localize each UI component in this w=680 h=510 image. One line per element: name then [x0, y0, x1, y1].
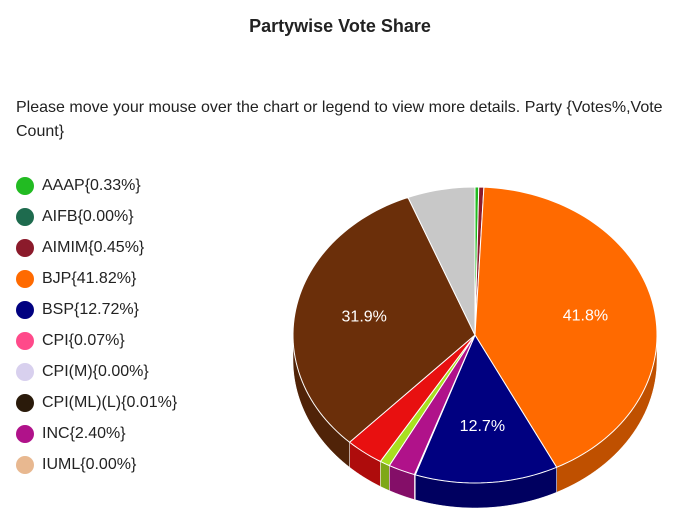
legend-label: CPI(ML)(L)	[42, 393, 122, 411]
legend-value: {0.45%}	[88, 238, 145, 256]
legend-item[interactable]: CPI {0.07%}	[16, 325, 177, 356]
legend-label: CPI	[42, 331, 69, 349]
instructions: Please move your mouse over the chart or…	[16, 99, 663, 140]
legend-item[interactable]: AIFB {0.00%}	[16, 201, 177, 232]
legend-value: {0.01%}	[121, 393, 178, 411]
legend-swatch	[16, 269, 34, 288]
slice-side	[380, 461, 390, 491]
legend-label: IUML	[42, 455, 81, 473]
pie-slice[interactable]	[292, 196, 476, 443]
legend-item[interactable]: INC {2.40%}	[16, 418, 177, 449]
legend-value: {0.07%}	[68, 331, 125, 349]
legend-item[interactable]: BSP {12.72%}	[16, 294, 177, 325]
legend-value: {0.00%}	[77, 207, 134, 225]
legend-item[interactable]: CPI(M) {0.00%}	[16, 356, 177, 387]
legend-label: AAAP	[42, 176, 85, 194]
legend-label: INC	[42, 424, 70, 442]
legend-swatch	[16, 238, 34, 257]
legend-label: BJP	[42, 269, 72, 287]
legend-swatch	[16, 300, 34, 319]
legend-item[interactable]: AAAP {0.33%}	[16, 170, 177, 201]
legend-item[interactable]: IUML {0.00%}	[16, 449, 177, 480]
legend-item[interactable]: CPI(ML)(L) {0.01%}	[16, 387, 177, 418]
legend-value: {41.82%}	[71, 269, 137, 287]
legend-swatch	[16, 424, 34, 443]
legend: AAAP {0.33%} AIFB {0.00%} AIMIM {0.45%} BJP {41…	[16, 170, 177, 480]
legend-swatch	[16, 176, 34, 195]
slice-label: 41.8%	[563, 307, 608, 324]
legend-value: {0.00%}	[80, 455, 137, 473]
legend-label: CPI(M)	[42, 362, 93, 380]
legend-item[interactable]: BJP {41.82%}	[16, 263, 177, 294]
legend-value: {12.72%}	[74, 300, 139, 318]
pie-slice[interactable]	[474, 186, 658, 468]
legend-item[interactable]: AIMIM {0.45%}	[16, 232, 177, 263]
pie-slice[interactable]	[414, 333, 558, 484]
pie-slice[interactable]	[407, 186, 476, 336]
chart-title: Partywise Vote Share	[249, 16, 431, 36]
legend-swatch	[16, 393, 34, 412]
legend-swatch	[16, 331, 34, 350]
legend-value: {0.33%}	[84, 176, 141, 194]
pie-slice[interactable]	[348, 334, 476, 463]
legend-swatch	[16, 362, 34, 381]
legend-value: {2.40%}	[69, 424, 126, 442]
legend-swatch	[16, 207, 34, 226]
legend-label: AIMIM	[42, 238, 89, 256]
legend-label: AIFB	[42, 207, 78, 225]
legend-label: BSP	[42, 300, 75, 318]
slice-label: 12.7%	[460, 418, 505, 435]
pie-slice[interactable]	[388, 334, 476, 476]
slice-label: 31.9%	[342, 309, 387, 326]
legend-swatch	[16, 455, 34, 474]
legend-value: {0.00%}	[92, 362, 149, 380]
